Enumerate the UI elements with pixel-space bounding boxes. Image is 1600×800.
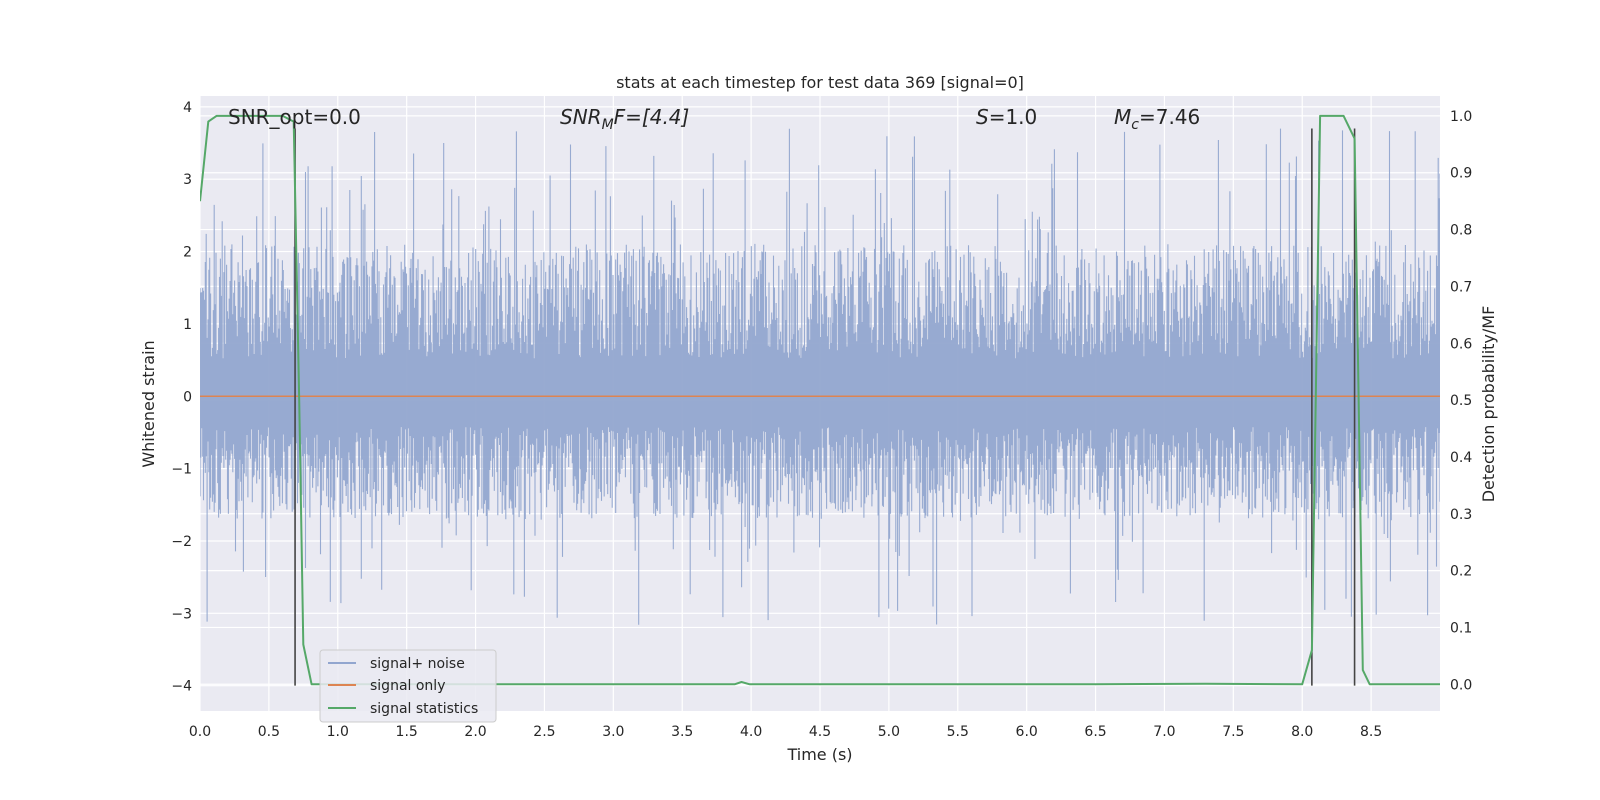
annotation-snr-mf: SNRMF=[4.4] <box>560 105 689 133</box>
x-tick-label: 1.5 <box>396 724 418 740</box>
y-tick-label: −3 <box>171 606 192 622</box>
x-tick-label: 3.0 <box>602 724 624 740</box>
x-tick-label: 3.5 <box>671 724 693 740</box>
x-tick-label: 6.5 <box>1084 724 1106 740</box>
y-tick-label: −4 <box>171 679 192 695</box>
y-tick-label: −1 <box>171 462 192 478</box>
y-tick-label: −2 <box>171 534 192 550</box>
annotation-snr-opt: SNR_opt=0.0 <box>228 105 361 129</box>
y-axis-label: Whitened strain <box>139 340 158 467</box>
x-tick-label: 2.5 <box>533 724 555 740</box>
x-tick-label: 4.5 <box>809 724 831 740</box>
x-tick-label: 1.0 <box>327 724 349 740</box>
y2-tick-label: 0.4 <box>1450 450 1472 466</box>
signal-noise-trace <box>200 128 1440 625</box>
x-tick-label: 8.5 <box>1360 724 1382 740</box>
x-tick-label: 0.5 <box>258 724 280 740</box>
chart-title: stats at each timestep for test data 369… <box>616 73 1024 92</box>
x-tick-labels: 0.0 0.5 1.0 1.5 2.0 2.5 3.0 3.5 4.0 4.5 5.0 5.5 6.0 6… <box>189 724 1382 740</box>
y-tick-label: 1 <box>183 317 192 333</box>
y2-axis-label: Detection probability/MF <box>1479 306 1498 503</box>
y-tick-label: 0 <box>183 389 192 405</box>
y2-tick-label: 0.1 <box>1450 620 1472 636</box>
y2-tick-label: 0.3 <box>1450 507 1472 523</box>
y-tick-label: 3 <box>183 172 192 188</box>
y-tick-label: 2 <box>183 245 192 261</box>
y2-tick-label: 1.0 <box>1450 109 1472 125</box>
signal-statistics-line <box>200 114 1440 686</box>
signal-noise-series <box>200 128 1440 625</box>
y2-tick-label: 0.0 <box>1450 677 1472 693</box>
x-tick-label: 4.0 <box>740 724 762 740</box>
x-tick-label: 7.5 <box>1222 724 1244 740</box>
signal-statistics-series <box>200 114 1440 686</box>
x-tick-label: 5.5 <box>947 724 969 740</box>
x-tick-label: 6.0 <box>1016 724 1038 740</box>
x-axis-label: Time (s) <box>786 745 852 764</box>
y-tick-labels: 4 3 2 1 0 −1 −2 −3 −4 <box>171 100 192 695</box>
y2-tick-label: 0.8 <box>1450 223 1472 239</box>
y2-tick-label: 0.2 <box>1450 564 1472 580</box>
x-tick-label: 8.0 <box>1291 724 1313 740</box>
legend: signal+ noise signal only signal statist… <box>319 649 497 723</box>
y2-tick-label: 0.7 <box>1450 279 1472 295</box>
y2-tick-label: 0.9 <box>1450 166 1472 182</box>
legend-label-signal-statistics: signal statistics <box>370 701 478 717</box>
y2-tick-label: 0.5 <box>1450 393 1472 409</box>
legend-label-signal-only: signal only <box>370 678 445 694</box>
legend-label-signal-noise: signal+ noise <box>370 656 465 672</box>
y2-tick-label: 0.6 <box>1450 336 1472 352</box>
x-tick-label: 0.0 <box>189 724 211 740</box>
x-tick-label: 5.0 <box>878 724 900 740</box>
x-tick-label: 2.0 <box>464 724 486 740</box>
x-tick-label: 7.0 <box>1153 724 1175 740</box>
y2-tick-labels: 1.0 0.9 0.8 0.7 0.6 0.5 0.4 0.3 0.2 0.1 0.0 <box>1450 109 1472 693</box>
annotation-s: S=1.0 <box>976 105 1037 129</box>
annotation-mc: Mc=7.46 <box>1114 105 1200 133</box>
legend-box <box>319 649 497 723</box>
y-tick-label: 4 <box>183 100 192 116</box>
